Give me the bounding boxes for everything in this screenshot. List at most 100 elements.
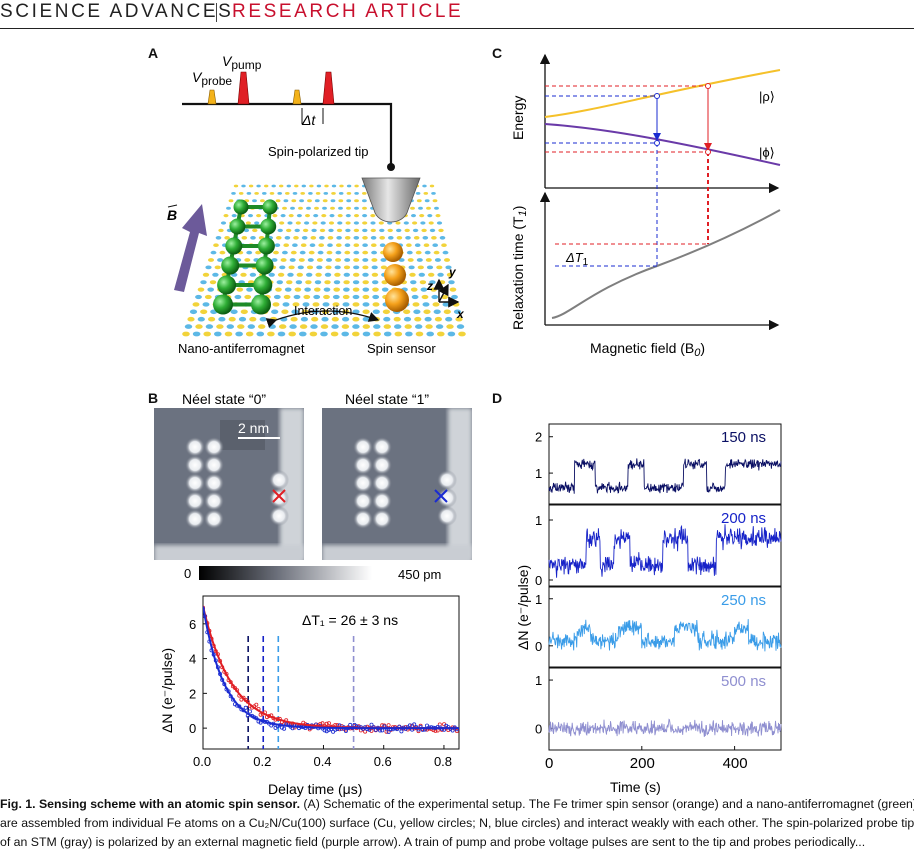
- b-field-arrow: B: [167, 204, 207, 292]
- decay-xtick: 0.0: [193, 754, 211, 769]
- telegraph-xtick: 0: [545, 755, 553, 772]
- decay-xtick: 0.2: [253, 754, 271, 769]
- sensor-label: Spin sensor: [367, 341, 436, 356]
- decay-point: [331, 729, 336, 734]
- axes-triad: z y x: [426, 265, 465, 321]
- journal-name: SCIENCE ADVANCES: [0, 1, 234, 22]
- decay-point: [416, 729, 421, 734]
- delta-t-label: Δt: [301, 112, 316, 128]
- panel-label-a: A: [148, 45, 159, 61]
- telegraph-trace: [548, 619, 782, 652]
- interaction-arrow: [265, 310, 380, 328]
- pump-pulse-1: [237, 71, 250, 105]
- decay-xlabel: Delay time (μs): [268, 781, 362, 797]
- panel-b-stm-images: Néel state “0” Néel state “1” 2 nm 0 450…: [154, 391, 472, 582]
- decay-xtick: 0.6: [374, 754, 392, 769]
- telegraph-ytick: 1: [535, 466, 542, 481]
- caption-line-2: are assembled from individual Fe atoms o…: [0, 816, 914, 830]
- v-pump-label: Vpump: [222, 53, 262, 72]
- decay-ytick: 0: [189, 721, 196, 736]
- telegraph-ytick: 0: [535, 573, 542, 588]
- svg-text:B: B: [167, 207, 177, 223]
- decay-point: [399, 729, 404, 734]
- telegraph-xtick: 400: [723, 755, 748, 772]
- spin-sensor-trimer: [383, 242, 409, 312]
- colorbar-max: 450 pm: [398, 567, 441, 582]
- telegraph-subplot: [548, 586, 782, 668]
- journal-header: SCIENCE ADVANCES RESEARCH ARTICLE: [0, 0, 914, 29]
- caption-line-1: (A) Schematic of the experimental setup.…: [300, 797, 914, 811]
- pump-pulse-2: [322, 71, 335, 105]
- telegraph-series-label: 150 ns: [721, 429, 766, 446]
- telegraph-ytick: 1: [535, 592, 542, 607]
- decay-point: [363, 729, 368, 734]
- telegraph-subplot: [548, 504, 782, 587]
- t1-axis-label: Relaxation time (T1): [510, 206, 529, 330]
- phi-label: |ϕ⟩: [759, 145, 775, 160]
- decay-point: [320, 721, 325, 726]
- stm-image-state-1: [322, 408, 472, 560]
- telegraph-series-label: 250 ns: [721, 592, 766, 609]
- decay-point: [241, 708, 246, 713]
- panel-c-diagram: |ρ⟩ |ϕ⟩ Energy ΔT1 Relaxation time (T1) …: [510, 53, 781, 359]
- rho-level: [544, 69, 781, 118]
- decay-ytick: 6: [189, 617, 196, 632]
- decay-point: [380, 728, 385, 733]
- decay-point: [386, 730, 391, 735]
- energy-label: Energy: [510, 96, 526, 140]
- decay-point: [326, 721, 331, 726]
- phi-level: [544, 123, 781, 166]
- svg-text:x: x: [456, 307, 465, 321]
- afm-label: Nano-antiferromagnet: [178, 341, 305, 356]
- decay-fit: [203, 606, 459, 730]
- neel-state-1-title: Néel state “1”: [345, 391, 429, 407]
- neel-state-0-title: Néel state “0”: [182, 391, 266, 407]
- svg-text:y: y: [448, 265, 457, 279]
- decay-point: [324, 721, 329, 726]
- colorbar: [199, 566, 372, 580]
- decay-point: [322, 728, 327, 733]
- colorbar-min: 0: [184, 566, 191, 581]
- pulse-train-wire: [182, 102, 393, 165]
- decay-point: [254, 702, 259, 707]
- decay-chart: 0.0 0.2 0.4 0.6 0.8 0 2 4 6 ΔT₁ = 26 ± 3 ns Dela…: [159, 595, 460, 797]
- telegraph-trace: [548, 458, 782, 494]
- magnetic-field-label: Magnetic field (B0): [590, 340, 705, 359]
- panel-label-c: C: [492, 45, 503, 61]
- panel-a-schematic: Vprobe Vpump Δt Spin-polarized tip B Int…: [167, 53, 466, 356]
- rho-label: |ρ⟩: [759, 89, 775, 104]
- telegraph-ytick: 0: [535, 639, 542, 654]
- panel-label-d: D: [492, 390, 503, 406]
- decay-ytick: 2: [189, 686, 196, 701]
- x-marker-state-0: [272, 489, 286, 503]
- decay-point: [343, 729, 348, 734]
- article-type: RESEARCH ARTICLE: [232, 1, 464, 22]
- decay-point: [369, 722, 374, 727]
- telegraph-series-label: 200 ns: [721, 510, 766, 527]
- telegraph-trace: [548, 718, 782, 738]
- scalebar-label: 2 nm: [238, 420, 269, 436]
- decay-xtick: 0.8: [434, 754, 452, 769]
- decay-point: [386, 723, 391, 728]
- decay-point: [454, 729, 459, 734]
- delta-t1-annotation: ΔT₁ = 26 ± 3 ns: [302, 612, 398, 628]
- telegraph-xlabel: Time (s): [610, 779, 661, 795]
- telegraph-series-label: 500 ns: [721, 673, 766, 690]
- delta-t1-label: ΔT1: [565, 250, 589, 268]
- decay-ylabel: ΔN (e⁻/pulse): [159, 648, 175, 733]
- decay-point: [203, 605, 205, 610]
- tip-label: Spin-polarized tip: [268, 144, 368, 159]
- x-marker-state-1: [434, 489, 448, 503]
- caption-title: Fig. 1. Sensing scheme with an atomic sp…: [0, 797, 300, 811]
- telegraph-trace: [548, 524, 782, 578]
- probe-pulse-1: [207, 89, 217, 105]
- telegraph-ytick: 1: [535, 513, 542, 528]
- decay-ytick: 4: [189, 652, 196, 667]
- telegraph-subplot: [548, 667, 782, 751]
- header-divider: [216, 3, 217, 22]
- decay-point: [243, 705, 248, 710]
- interaction-label: Interaction: [294, 304, 352, 318]
- decay-point: [258, 712, 263, 717]
